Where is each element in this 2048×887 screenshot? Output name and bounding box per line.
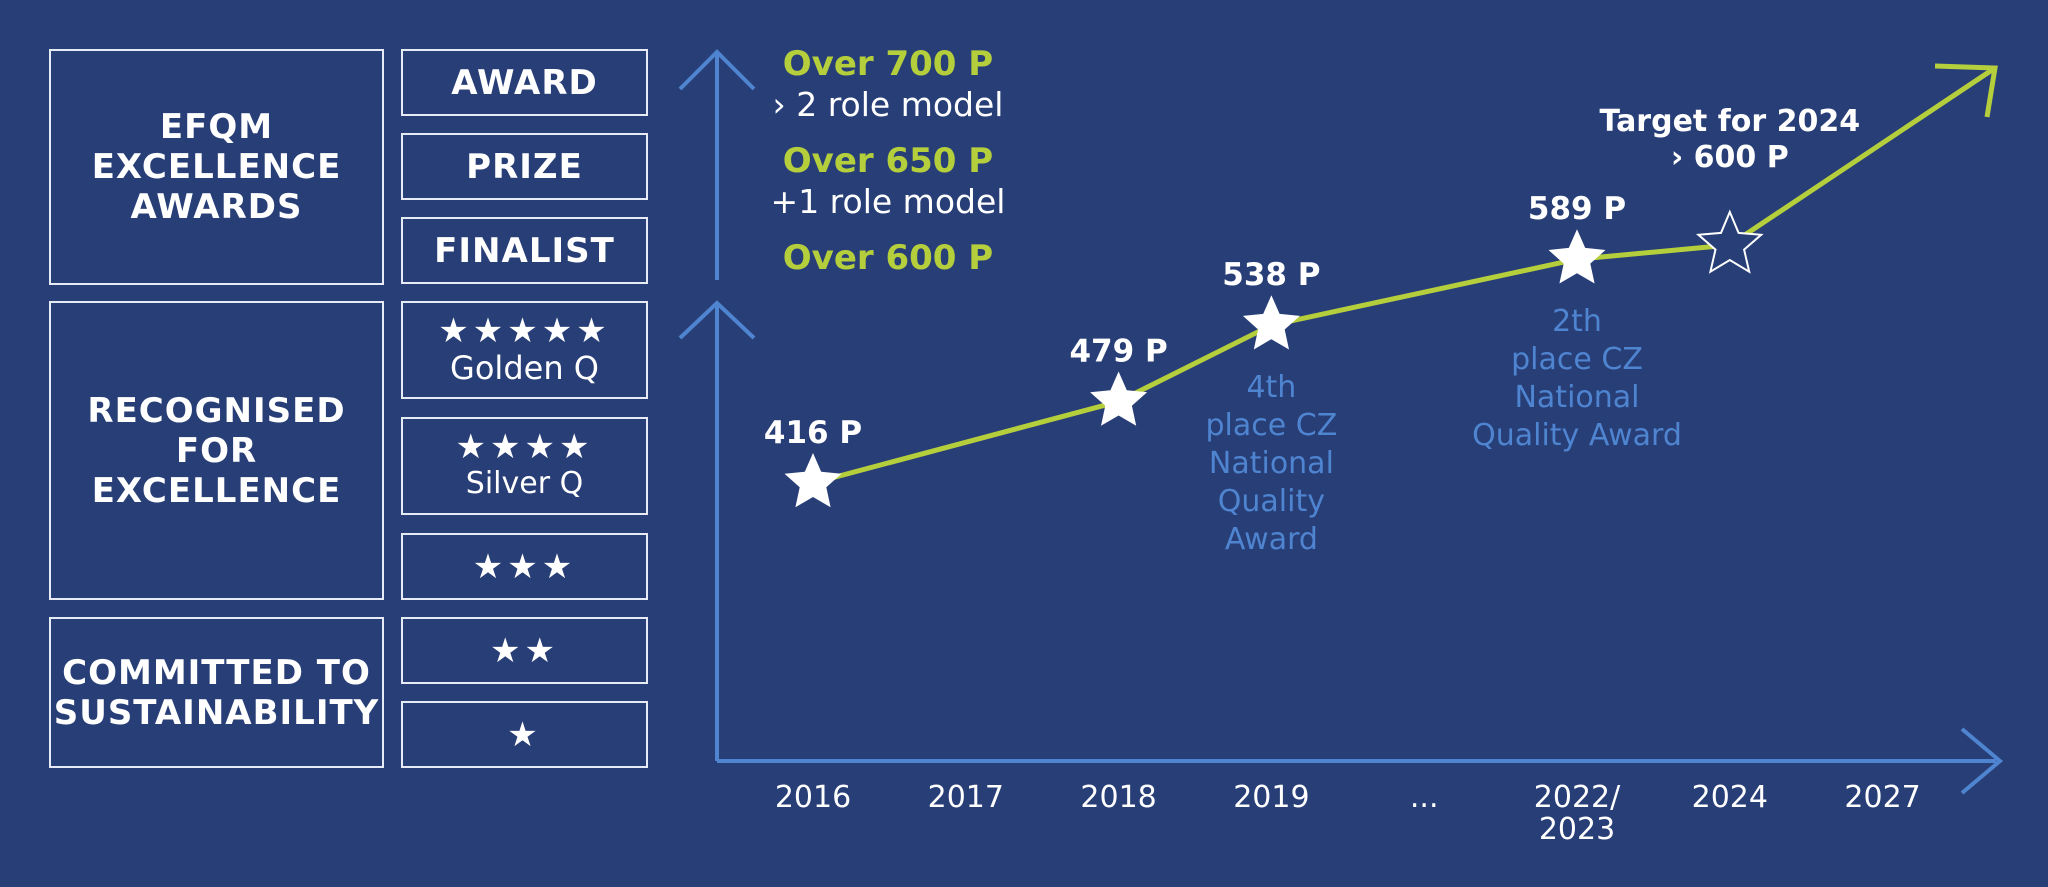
target-label: Target for 2024 › 600 P [1599, 104, 1860, 175]
award-note: 4th place CZ National Quality Award [1206, 370, 1338, 557]
score-star-icon [1090, 371, 1148, 426]
x-tick-label: 2018 [1080, 780, 1156, 815]
level-golden-q: ★★★★★ Golden Q [401, 301, 648, 399]
category-committed-to-sustainability: COMMITTED TO SUSTAINABILITY [49, 617, 384, 768]
x-axis-arrowhead [1960, 727, 2004, 795]
category-committed-label: COMMITTED TO SUSTAINABILITY [53, 652, 380, 733]
trend-extension-line [1728, 65, 1997, 248]
level-silver-q-label: Silver Q [465, 466, 584, 501]
x-tick-label: 2019 [1233, 780, 1309, 815]
category-efqm-label: EFQM EXCELLENCE AWARDS [91, 107, 342, 227]
y-axis-arrowhead [678, 300, 756, 340]
level-silver-q: ★★★★ Silver Q [401, 417, 648, 515]
level-finalist-label: FINALIST [434, 230, 615, 271]
level-three-stars: ★★★ [401, 533, 648, 600]
x-tick-label: ... [1410, 780, 1439, 815]
level-prize-label: PRIZE [466, 146, 583, 187]
threshold-sublabel: +1 role model [771, 182, 1006, 221]
score-star-icon [1548, 229, 1606, 284]
three-stars-icon: ★★★ [472, 546, 577, 587]
level-one-star: ★ [401, 701, 648, 768]
x-tick-label: 2027 [1844, 780, 1920, 815]
level-two-stars: ★★ [401, 617, 648, 684]
two-stars-icon: ★★ [490, 630, 559, 671]
x-tick-label: 2024 [1692, 780, 1768, 815]
threshold-sublabel: › 2 role model [773, 85, 1004, 124]
four-stars-icon: ★★★★ [455, 427, 594, 467]
level-prize: PRIZE [401, 133, 648, 200]
one-star-icon: ★ [507, 714, 542, 755]
level-award: AWARD [401, 49, 648, 116]
x-tick-label: 2017 [928, 780, 1004, 815]
trend-arrowhead [1934, 63, 1998, 118]
threshold-label: Over 600 P [783, 238, 993, 278]
score-star-icon [1242, 295, 1300, 350]
five-stars-icon: ★★★★★ [438, 311, 611, 351]
score-label: 538 P [1222, 257, 1320, 293]
level-finalist: FINALIST [401, 217, 648, 284]
x-tick-label: 2022/2023 [1534, 780, 1621, 847]
x-tick-label: 2016 [775, 780, 851, 815]
award-note: 2th place CZ National Quality Award [1472, 304, 1682, 453]
threshold-label: Over 700 P [783, 44, 993, 84]
category-recognised-for-excellence: RECOGNISED FOR EXCELLENCE [49, 301, 384, 600]
score-star-icon [784, 453, 842, 508]
category-recognised-label: RECOGNISED FOR EXCELLENCE [87, 390, 346, 511]
score-label: 589 P [1528, 191, 1626, 227]
score-label: 416 P [764, 415, 862, 451]
score-label: 479 P [1069, 334, 1167, 370]
level-award-label: AWARD [451, 62, 598, 103]
upper-axis-arrowhead [678, 49, 756, 91]
target-star-icon [1695, 209, 1764, 274]
threshold-label: Over 650 P [783, 141, 993, 181]
level-golden-q-label: Golden Q [450, 349, 599, 387]
category-efqm-excellence-awards: EFQM EXCELLENCE AWARDS [49, 49, 384, 285]
